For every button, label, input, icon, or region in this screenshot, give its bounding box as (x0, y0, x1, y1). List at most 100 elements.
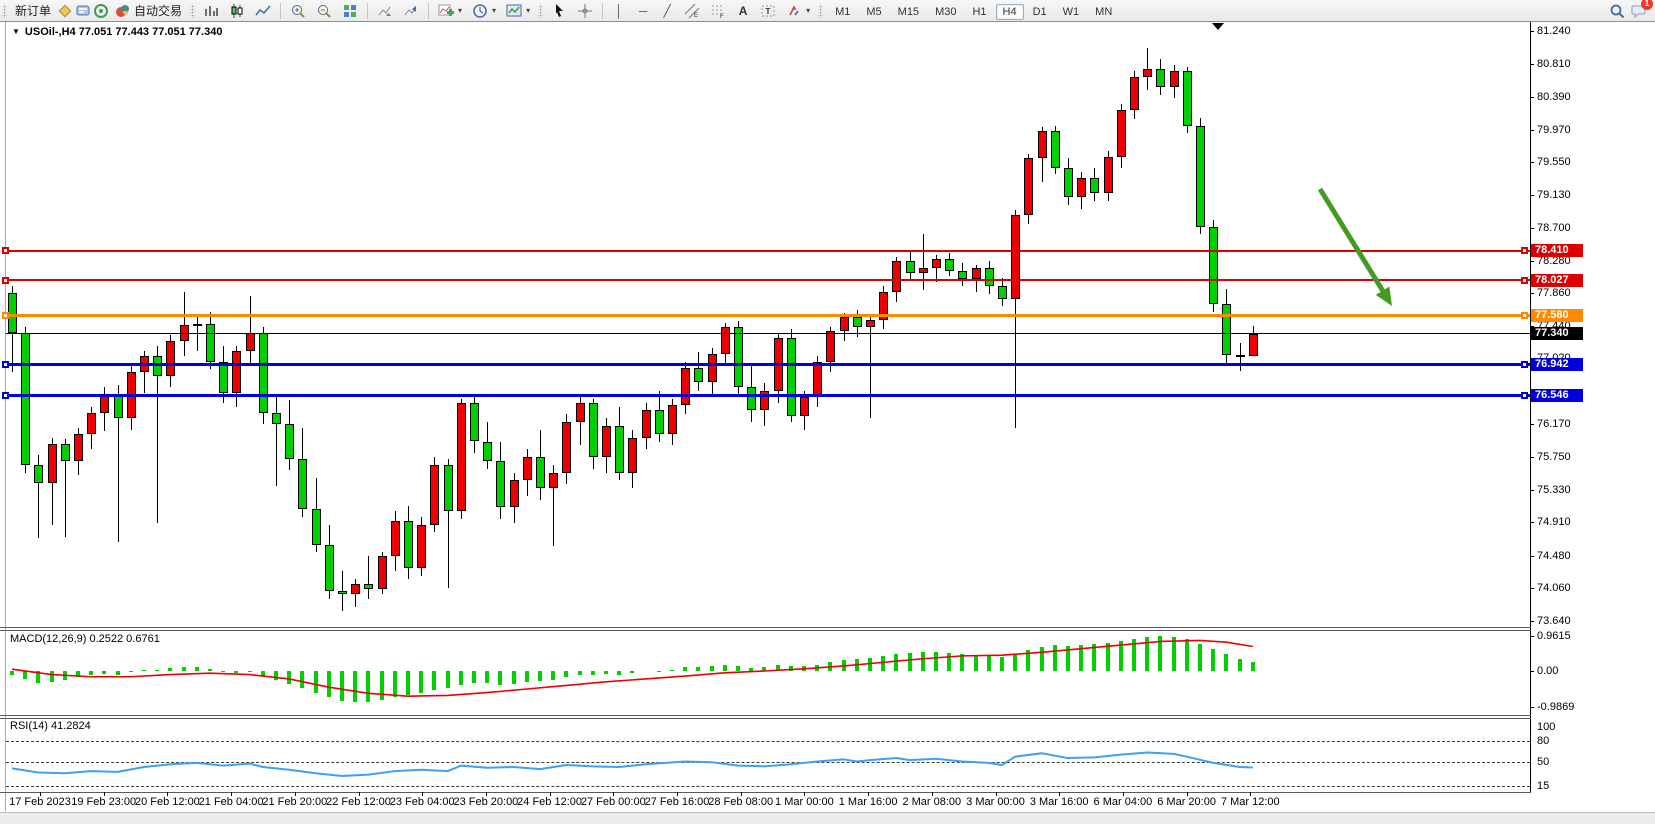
candle[interactable] (390, 521, 400, 556)
candle[interactable] (588, 402, 598, 458)
candle[interactable] (206, 324, 215, 362)
line-handle[interactable] (1521, 276, 1528, 284)
candle[interactable] (34, 464, 44, 483)
chart-shift-icon[interactable] (399, 2, 423, 20)
timeframe-m30[interactable]: M30 (935, 5, 957, 18)
pane-separator[interactable] (0, 630, 1531, 631)
candle[interactable] (641, 410, 651, 438)
candle[interactable] (747, 387, 757, 411)
candle[interactable] (166, 340, 176, 376)
candle[interactable] (602, 425, 611, 457)
line-handle[interactable] (1521, 311, 1528, 319)
candle[interactable] (430, 464, 440, 525)
candle[interactable] (1024, 158, 1034, 215)
candle[interactable] (1169, 71, 1179, 87)
toolbar-grip[interactable] (818, 3, 824, 18)
candle[interactable] (324, 544, 334, 592)
candle[interactable] (958, 270, 968, 279)
horizontal-line[interactable] (6, 249, 1530, 252)
candle[interactable] (654, 410, 664, 434)
horizontal-line[interactable] (6, 313, 1530, 317)
candle[interactable] (998, 286, 1007, 300)
zoom-out-icon[interactable] (312, 2, 336, 20)
candle[interactable] (298, 459, 308, 509)
periods-button[interactable]: ▾ (468, 2, 500, 20)
line-handle[interactable] (1521, 247, 1528, 255)
timeframe-m5[interactable]: M5 (866, 5, 882, 18)
line-handle[interactable] (2, 391, 9, 399)
candle[interactable] (866, 319, 875, 328)
candle[interactable] (786, 338, 796, 416)
collapse-triangle-icon[interactable]: ▼ (12, 27, 20, 36)
candle[interactable] (311, 509, 321, 545)
candle[interactable] (285, 423, 295, 460)
candle[interactable] (932, 259, 941, 269)
candle[interactable] (21, 332, 31, 465)
vertical-line-icon[interactable]: │ (615, 3, 623, 18)
candle[interactable] (232, 350, 242, 393)
candle[interactable] (1130, 76, 1139, 111)
candle[interactable] (628, 437, 638, 473)
candle[interactable] (245, 332, 255, 351)
candle[interactable] (443, 464, 453, 511)
candle[interactable] (536, 457, 545, 489)
toolbar-grip[interactable] (190, 3, 196, 18)
candle[interactable] (1011, 214, 1021, 300)
candle[interactable] (668, 405, 677, 434)
candle[interactable] (734, 327, 743, 388)
candle[interactable] (984, 268, 994, 287)
candle[interactable] (1209, 226, 1219, 305)
candle[interactable] (549, 472, 559, 489)
candle[interactable] (852, 317, 862, 328)
candle[interactable] (74, 433, 83, 461)
chart-shift-marker-icon[interactable] (1212, 23, 1224, 30)
tile-windows-icon[interactable] (338, 2, 362, 20)
timeframe-m1[interactable]: M1 (835, 5, 851, 18)
candle[interactable] (496, 460, 506, 508)
candle[interactable] (87, 412, 97, 434)
horizontal-line[interactable] (6, 393, 1530, 397)
candle[interactable] (483, 441, 493, 461)
equidistant-channel-icon[interactable]: E (680, 2, 704, 20)
horizontal-line[interactable] (6, 333, 1530, 335)
annotation-arrow-head[interactable] (1375, 286, 1392, 306)
signal-icon[interactable] (93, 3, 109, 19)
candle[interactable] (509, 480, 519, 508)
candle[interactable] (1143, 69, 1153, 77)
candle[interactable] (47, 443, 57, 483)
text-label-icon[interactable]: T (756, 2, 780, 20)
indicators-add-button[interactable]: ▾ (434, 2, 466, 20)
zoom-in-icon[interactable] (286, 2, 310, 20)
candle[interactable] (351, 583, 361, 595)
text-icon[interactable]: A (738, 3, 748, 18)
arrows-button[interactable]: ▾ (782, 2, 814, 20)
horizontal-line-icon[interactable]: ─ (638, 3, 648, 18)
candle[interactable] (615, 425, 625, 473)
templates-button[interactable]: ▾ (502, 2, 534, 20)
candle[interactable] (694, 367, 704, 382)
candle[interactable] (1222, 304, 1232, 356)
candle[interactable] (1077, 177, 1087, 198)
candle[interactable] (892, 260, 902, 292)
candle[interactable] (1248, 333, 1258, 357)
candle[interactable] (1116, 110, 1126, 157)
toolbar-grip[interactable] (538, 3, 544, 18)
timeframe-h4[interactable]: H4 (995, 3, 1024, 20)
candle[interactable] (272, 412, 281, 424)
candle[interactable] (1103, 156, 1113, 194)
candle[interactable] (470, 403, 479, 442)
fibonacci-icon[interactable]: F (706, 2, 730, 20)
toolbar-grip[interactable] (2, 3, 7, 18)
line-handle[interactable] (2, 276, 9, 284)
pane-separator[interactable] (0, 715, 1531, 716)
candle[interactable] (377, 555, 387, 589)
cursor-icon[interactable] (547, 2, 571, 20)
candle[interactable] (971, 268, 981, 279)
candle[interactable] (1090, 177, 1100, 194)
candle[interactable] (364, 583, 374, 589)
candle[interactable] (575, 402, 585, 423)
candle[interactable] (100, 394, 110, 413)
candlestick-chart-icon[interactable] (225, 2, 249, 20)
candle[interactable] (60, 443, 70, 461)
candle[interactable] (720, 327, 730, 354)
